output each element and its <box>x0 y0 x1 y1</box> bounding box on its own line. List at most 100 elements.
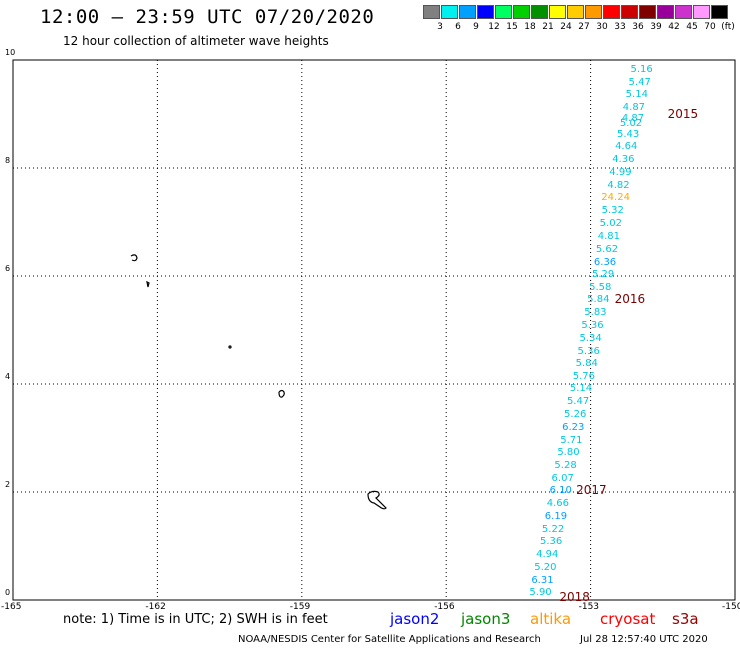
color-swatch <box>477 5 494 19</box>
y-tick-label: 4 <box>5 372 11 381</box>
color-label: 42 <box>668 22 680 32</box>
color-swatch <box>675 5 692 19</box>
wave-height-value: 5.34 <box>579 332 602 344</box>
wave-height-value: 6.19 <box>544 510 568 522</box>
color-label: 9 <box>473 22 479 32</box>
wave-height-value: 5.16 <box>630 63 653 75</box>
wave-height-value: 5.84 <box>587 294 610 306</box>
wave-height-value: 6.36 <box>593 256 617 268</box>
wave-height-value: 5.14 <box>625 89 648 101</box>
wave-height-value: 4.99 <box>609 166 632 178</box>
y-tick-label: 0 <box>5 588 11 597</box>
color-swatch <box>459 5 476 19</box>
color-swatch <box>693 5 710 19</box>
color-label: (ft) <box>721 22 735 32</box>
wave-height-value: 5.36 <box>577 345 600 357</box>
year-label: 2015 <box>667 107 699 121</box>
legend-altika: altika <box>530 610 572 628</box>
color-swatch <box>657 5 674 19</box>
legend-jason2: jason2 <box>390 610 440 628</box>
island-small <box>228 345 232 349</box>
wave-height-value: 6.31 <box>531 574 554 586</box>
color-label: 18 <box>524 22 536 32</box>
color-label: 3 <box>437 22 443 32</box>
wave-height-value: 5.76 <box>572 370 595 382</box>
x-tick-label: -159 <box>289 602 311 612</box>
timestamp-text: Jul 28 12:57:40 UTC 2020 <box>580 634 708 645</box>
color-swatch <box>603 5 620 19</box>
grid-lines <box>13 60 735 600</box>
wave-height-value: 5.26 <box>564 409 587 421</box>
island-kauai <box>130 254 138 262</box>
color-label: 30 <box>596 22 608 32</box>
color-label: 21 <box>542 22 554 32</box>
wave-height-value: 4.87 <box>622 102 646 114</box>
color-swatch <box>711 5 728 19</box>
color-label: 27 <box>578 22 590 32</box>
page-title: 12:00 – 23:59 UTC 07/20/2020 <box>40 6 375 28</box>
wave-height-value: 4.36 <box>612 154 635 166</box>
wave-height-value: 4.64 <box>615 141 638 153</box>
wave-height-value: 4.82 <box>607 179 630 191</box>
wave-height-value: 24.24 <box>601 192 630 204</box>
color-label: 36 <box>632 22 644 32</box>
y-tick-label: 8 <box>5 156 11 165</box>
color-label: 12 <box>488 22 500 32</box>
color-label: 39 <box>650 22 662 32</box>
wave-height-value: 5.90 <box>529 586 552 598</box>
wave-height-value: 5.58 <box>589 281 612 293</box>
color-label: 45 <box>686 22 698 32</box>
credit-text: NOAA/NESDIS Center for Satellite Applica… <box>238 634 541 645</box>
wave-height-value: 5.32 <box>601 205 624 217</box>
color-swatch <box>585 5 602 19</box>
wave-height-value: 5.02 <box>599 218 622 230</box>
color-swatch <box>567 5 584 19</box>
year-label: 2018 <box>559 590 590 605</box>
y-tick-label: 10 <box>5 48 16 57</box>
color-label: 33 <box>614 22 626 32</box>
color-swatch <box>531 5 548 19</box>
year-label: 2017 <box>576 482 607 497</box>
x-tick-label: -162 <box>145 602 166 612</box>
wave-height-value: 5.47 <box>566 396 590 408</box>
wave-height-value: 6.23 <box>562 422 585 434</box>
color-swatch <box>549 5 566 19</box>
color-swatch <box>621 5 638 19</box>
x-tick-label: -150 <box>722 602 740 612</box>
x-tick-label: -156 <box>434 602 455 612</box>
color-label: 15 <box>506 22 518 32</box>
wave-height-value: 6.07 <box>551 473 574 485</box>
color-swatch <box>441 5 458 19</box>
wave-height-value: 5.29 <box>591 269 615 281</box>
color-swatch <box>513 5 530 19</box>
wave-height-value: 5.71 <box>560 434 583 446</box>
wave-height-value: 4.94 <box>536 548 559 560</box>
wave-height-value: 4.81 <box>597 231 621 243</box>
island-big-island <box>367 490 387 510</box>
wave-height-value: 5.47 <box>628 76 651 88</box>
color-label: 6 <box>455 22 461 32</box>
wave-height-value: 5.14 <box>569 383 593 395</box>
x-tick-label: -165 <box>1 602 22 612</box>
color-swatch <box>495 5 512 19</box>
wave-height-value: 5.36 <box>539 536 563 548</box>
wave-height-value: 5.80 <box>557 447 580 459</box>
color-swatch <box>423 5 440 19</box>
wave-height-value: 4.87 <box>621 113 645 125</box>
legend-cryosat: cryosat <box>600 610 656 628</box>
color-label: 24 <box>560 22 572 32</box>
island-niihau <box>146 280 150 288</box>
wave-height-value: 5.22 <box>541 523 565 535</box>
page-subtitle: 12 hour collection of altimeter wave hei… <box>63 34 329 48</box>
wave-height-value: 4.66 <box>546 497 569 509</box>
legend-jason3: jason3 <box>461 610 511 628</box>
wave-height-value: 5.28 <box>554 460 577 472</box>
wave-height-value: 5.84 <box>575 358 598 370</box>
wave-height-value: 5.43 <box>617 128 640 140</box>
wave-height-value: 5.20 <box>534 561 557 573</box>
wave-height-value: 5.83 <box>584 307 607 319</box>
y-tick-label: 2 <box>5 480 11 489</box>
wave-height-value: 5.02 <box>619 117 643 129</box>
island-molokai <box>278 389 285 398</box>
